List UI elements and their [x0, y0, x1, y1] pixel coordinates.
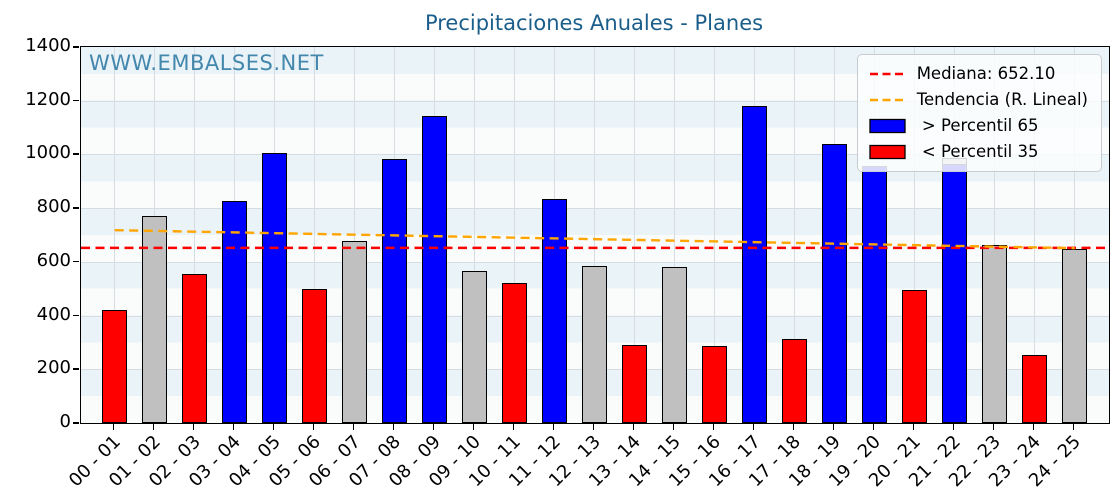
y-tick-label: 0	[59, 411, 71, 432]
x-tick-mark	[952, 424, 955, 430]
y-tick-mark	[73, 314, 79, 317]
x-tick-mark	[912, 424, 915, 430]
x-tick-mark	[752, 424, 755, 430]
x-tick-mark	[832, 424, 835, 430]
x-tick-mark	[672, 424, 675, 430]
bar-05-06	[302, 288, 328, 423]
horizontal-gridline	[81, 208, 1109, 210]
y-tick-mark	[73, 260, 79, 263]
watermark-text: WWW.EMBALSES.NET	[89, 51, 324, 75]
bar-06-07	[342, 241, 368, 423]
x-tick-mark	[312, 424, 315, 430]
bar-20-21	[902, 289, 928, 423]
bar-19-20	[862, 165, 888, 423]
legend-item-1: Tendencia (R. Lineal)	[869, 90, 1088, 110]
x-tick-mark	[552, 424, 555, 430]
x-tick-mark	[112, 424, 115, 430]
x-tick-mark	[472, 424, 475, 430]
legend-dash-sample	[869, 98, 906, 102]
y-tick-label: 400	[36, 303, 71, 325]
y-tick-mark	[73, 153, 79, 155]
bar-09-10	[462, 270, 488, 423]
y-tick-label: 800	[36, 196, 71, 218]
x-tick-mark	[872, 424, 875, 430]
bar-24-25	[1062, 248, 1088, 423]
bar-08-09	[422, 115, 448, 423]
y-tick-label: 1000	[25, 142, 71, 164]
x-tick-mark	[272, 424, 275, 430]
x-tick-mark	[792, 424, 795, 430]
chart-title: Precipitaciones Anuales - Planes	[424, 11, 764, 35]
y-tick-mark	[73, 207, 79, 209]
y-tick-label: 1200	[25, 88, 71, 110]
x-tick-mark	[712, 424, 715, 430]
legend-box: Mediana: 652.10 Tendencia (R. Lineal) > P…	[856, 54, 1102, 172]
bar-21-22	[942, 163, 968, 423]
legend-label: > Percentil 65	[916, 116, 1039, 135]
x-tick-mark	[632, 424, 635, 430]
legend-item-2: > Percentil 65	[869, 116, 1088, 136]
y-tick-mark	[73, 368, 79, 370]
legend-label: < Percentil 35	[916, 142, 1039, 161]
bar-07-08	[382, 159, 408, 423]
y-tick-label: 1400	[25, 35, 71, 56]
x-tick-mark	[192, 424, 195, 430]
y-tick-mark	[73, 46, 79, 48]
x-tick-mark	[152, 424, 155, 430]
x-tick-mark	[1072, 424, 1075, 430]
bar-23-24	[1022, 354, 1048, 423]
bar-02-03	[182, 273, 208, 423]
x-tick-mark	[992, 424, 995, 430]
bar-18-19	[822, 143, 848, 423]
legend-label: Mediana: 652.10	[916, 64, 1056, 83]
legend-item-0: Mediana: 652.10	[869, 64, 1088, 84]
plot-area: WWW.EMBALSES.NET Mediana: 652.10 Tendenci…	[80, 46, 1110, 424]
y-tick-label: 200	[36, 357, 71, 379]
bar-10-11	[502, 283, 528, 423]
x-tick-mark	[592, 424, 595, 430]
bar-13-14	[622, 344, 648, 423]
bar-01-02	[142, 216, 168, 423]
legend-item-3: < Percentil 35	[869, 142, 1088, 162]
y-tick-label: 600	[36, 249, 71, 271]
bar-22-23	[982, 244, 1008, 423]
legend-dash-sample	[869, 72, 906, 76]
x-tick-mark	[392, 424, 395, 430]
horizontal-gridline	[81, 261, 1109, 263]
x-tick-mark	[1032, 424, 1035, 430]
legend-patch-sample	[869, 144, 906, 160]
x-tick-mark	[232, 424, 235, 430]
x-tick-mark	[352, 424, 355, 430]
bar-15-16	[702, 346, 728, 423]
bar-16-17	[742, 106, 768, 423]
x-tick-mark	[512, 424, 515, 430]
legend-patch-sample	[869, 118, 906, 134]
x-tick-mark	[432, 424, 435, 430]
legend-label: Tendencia (R. Lineal)	[916, 90, 1088, 109]
y-tick-mark	[73, 422, 79, 424]
bar-12-13	[582, 266, 608, 423]
bar-17-18	[782, 338, 808, 423]
horizontal-gridline	[81, 154, 1109, 156]
bar-11-12	[542, 198, 568, 423]
bar-14-15	[662, 267, 688, 423]
bar-03-04	[222, 201, 248, 423]
y-tick-mark	[73, 99, 79, 102]
bar-04-05	[262, 152, 288, 423]
bar-00-01	[102, 310, 128, 423]
horizontal-gridline	[81, 100, 1109, 102]
